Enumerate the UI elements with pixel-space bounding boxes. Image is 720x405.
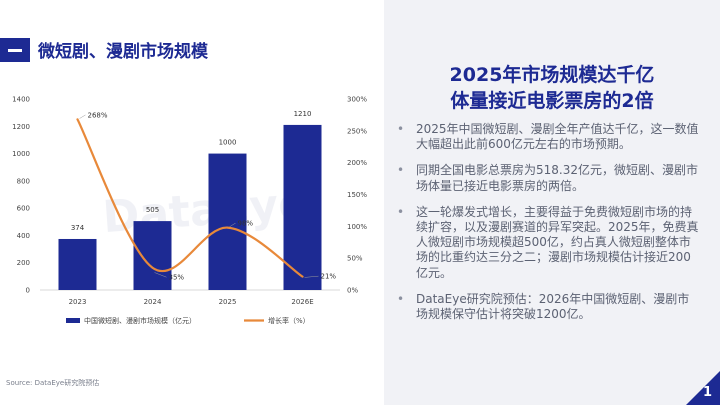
x-tick-label: 2024 xyxy=(144,298,162,306)
growth-rate-line xyxy=(76,118,304,278)
page-corner xyxy=(686,371,720,405)
x-tick-label: 2023 xyxy=(69,298,87,306)
market-size-chart: DataEye 374 505 1000 1210 268% 35% 98% 21% 0 200… xyxy=(12,96,367,326)
headline-line-1: 2025年市场规模达千亿 xyxy=(449,64,655,86)
section-marker-icon xyxy=(0,38,30,62)
bullet-item: • DataEye研究院预估：2026年中国微短剧、漫剧市场规模保守估计将突破12… xyxy=(397,292,699,322)
bullet-item: • 2025年中国微短剧、漫剧全年产值达千亿，这一数值大幅超出此前600亿元左右的… xyxy=(397,122,699,152)
y-tick-label: 800 xyxy=(17,177,30,185)
bar xyxy=(283,124,322,291)
page-title: 微短剧、漫剧市场规模 xyxy=(38,42,208,62)
bullet-icon: • xyxy=(397,291,405,306)
y2-tick-label: 200% xyxy=(347,159,367,167)
bullet-list: • 2025年中国微短剧、漫剧全年产值达千亿，这一数值大幅超出此前600亿元左右的… xyxy=(397,122,699,333)
bullet-icon: • xyxy=(397,163,405,178)
y2-tick-label: 100% xyxy=(347,223,367,231)
bullet-item: • 这一轮爆发式增长，主要得益于免费微短剧市场的持续扩容，以及漫剧赛道的异军突起。… xyxy=(397,205,699,281)
growth-label-leader xyxy=(304,275,319,278)
bar-value-label: 1000 xyxy=(219,139,237,147)
legend-line-label: 增长率（%） xyxy=(268,316,310,325)
bar xyxy=(133,221,172,290)
y2-tick-label: 150% xyxy=(347,191,367,199)
y-tick-label: 1000 xyxy=(12,150,30,158)
growth-label-leader xyxy=(154,272,167,278)
y-tick-label: 0 xyxy=(26,287,30,295)
bullet-text: 同期全国电影总票房为518.32亿元，微短剧、漫剧市场体量已接近电影票房的两倍。 xyxy=(416,163,698,193)
summary-panel xyxy=(384,0,720,405)
watermark: DataEye xyxy=(101,178,310,243)
y-tick-label: 400 xyxy=(17,232,30,240)
y-tick-label: 200 xyxy=(17,259,30,267)
legend-bar-swatch xyxy=(66,318,80,323)
bullet-text: DataEye研究院预估：2026年中国微短剧、漫剧市场规模保守估计将突破120… xyxy=(416,291,690,322)
growth-rate-label: 21% xyxy=(321,273,337,281)
legend-bar-label: 中国微短剧、漫剧市场规模（亿元） xyxy=(84,316,196,325)
bullet-item: • 同期全国电影总票房为518.32亿元，微短剧、漫剧市场体量已接近电影票房的两倍… xyxy=(397,163,699,193)
bullet-text: 这一轮爆发式增长，主要得益于免费微短剧市场的持续扩容，以及漫剧赛道的异军突起。2… xyxy=(416,204,699,280)
bar-value-label: 374 xyxy=(71,224,85,232)
growth-label-leader xyxy=(79,114,86,119)
bullet-text: 2025年中国微短剧、漫剧全年产值达千亿，这一数值大幅超出此前600亿元左右的市… xyxy=(416,122,699,152)
y2-tick-label: 0% xyxy=(347,287,358,295)
growth-rate-label: 98% xyxy=(238,220,254,228)
page-number: 1 xyxy=(702,385,712,400)
growth-label-leader xyxy=(229,222,236,228)
y-tick-label: 1400 xyxy=(12,96,30,104)
bullet-icon: • xyxy=(397,204,405,219)
bar xyxy=(58,238,97,290)
y2-tick-label: 300% xyxy=(347,96,367,104)
bar xyxy=(208,153,247,290)
y-tick-label: 600 xyxy=(17,205,30,213)
source-note: Source: DataEye研究院预估 xyxy=(6,379,100,387)
bullet-icon: • xyxy=(397,122,405,136)
bar-value-label: 1210 xyxy=(294,110,312,118)
x-tick-label: 2025 xyxy=(219,298,237,306)
y2-tick-label: 50% xyxy=(347,255,363,263)
bar-value-label: 505 xyxy=(146,206,159,214)
y2-tick-label: 250% xyxy=(347,127,367,135)
growth-rate-label: 35% xyxy=(169,274,185,282)
growth-rate-label: 268% xyxy=(88,111,108,119)
x-tick-label: 2026E xyxy=(291,298,313,306)
headline-line-2: 体量接近电影票房的2倍 xyxy=(450,90,654,112)
y-tick-label: 1200 xyxy=(12,123,30,131)
